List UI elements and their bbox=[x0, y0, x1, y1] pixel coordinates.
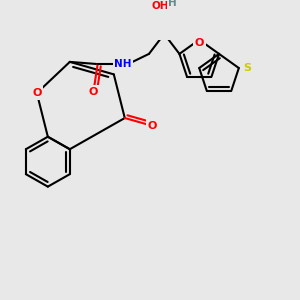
Text: OH: OH bbox=[152, 1, 169, 11]
Text: O: O bbox=[147, 121, 157, 131]
Text: S: S bbox=[244, 63, 251, 73]
Text: O: O bbox=[32, 88, 41, 98]
Text: NH: NH bbox=[114, 59, 132, 69]
Text: O: O bbox=[89, 87, 98, 97]
Text: H: H bbox=[168, 0, 177, 8]
Text: O: O bbox=[194, 38, 204, 48]
